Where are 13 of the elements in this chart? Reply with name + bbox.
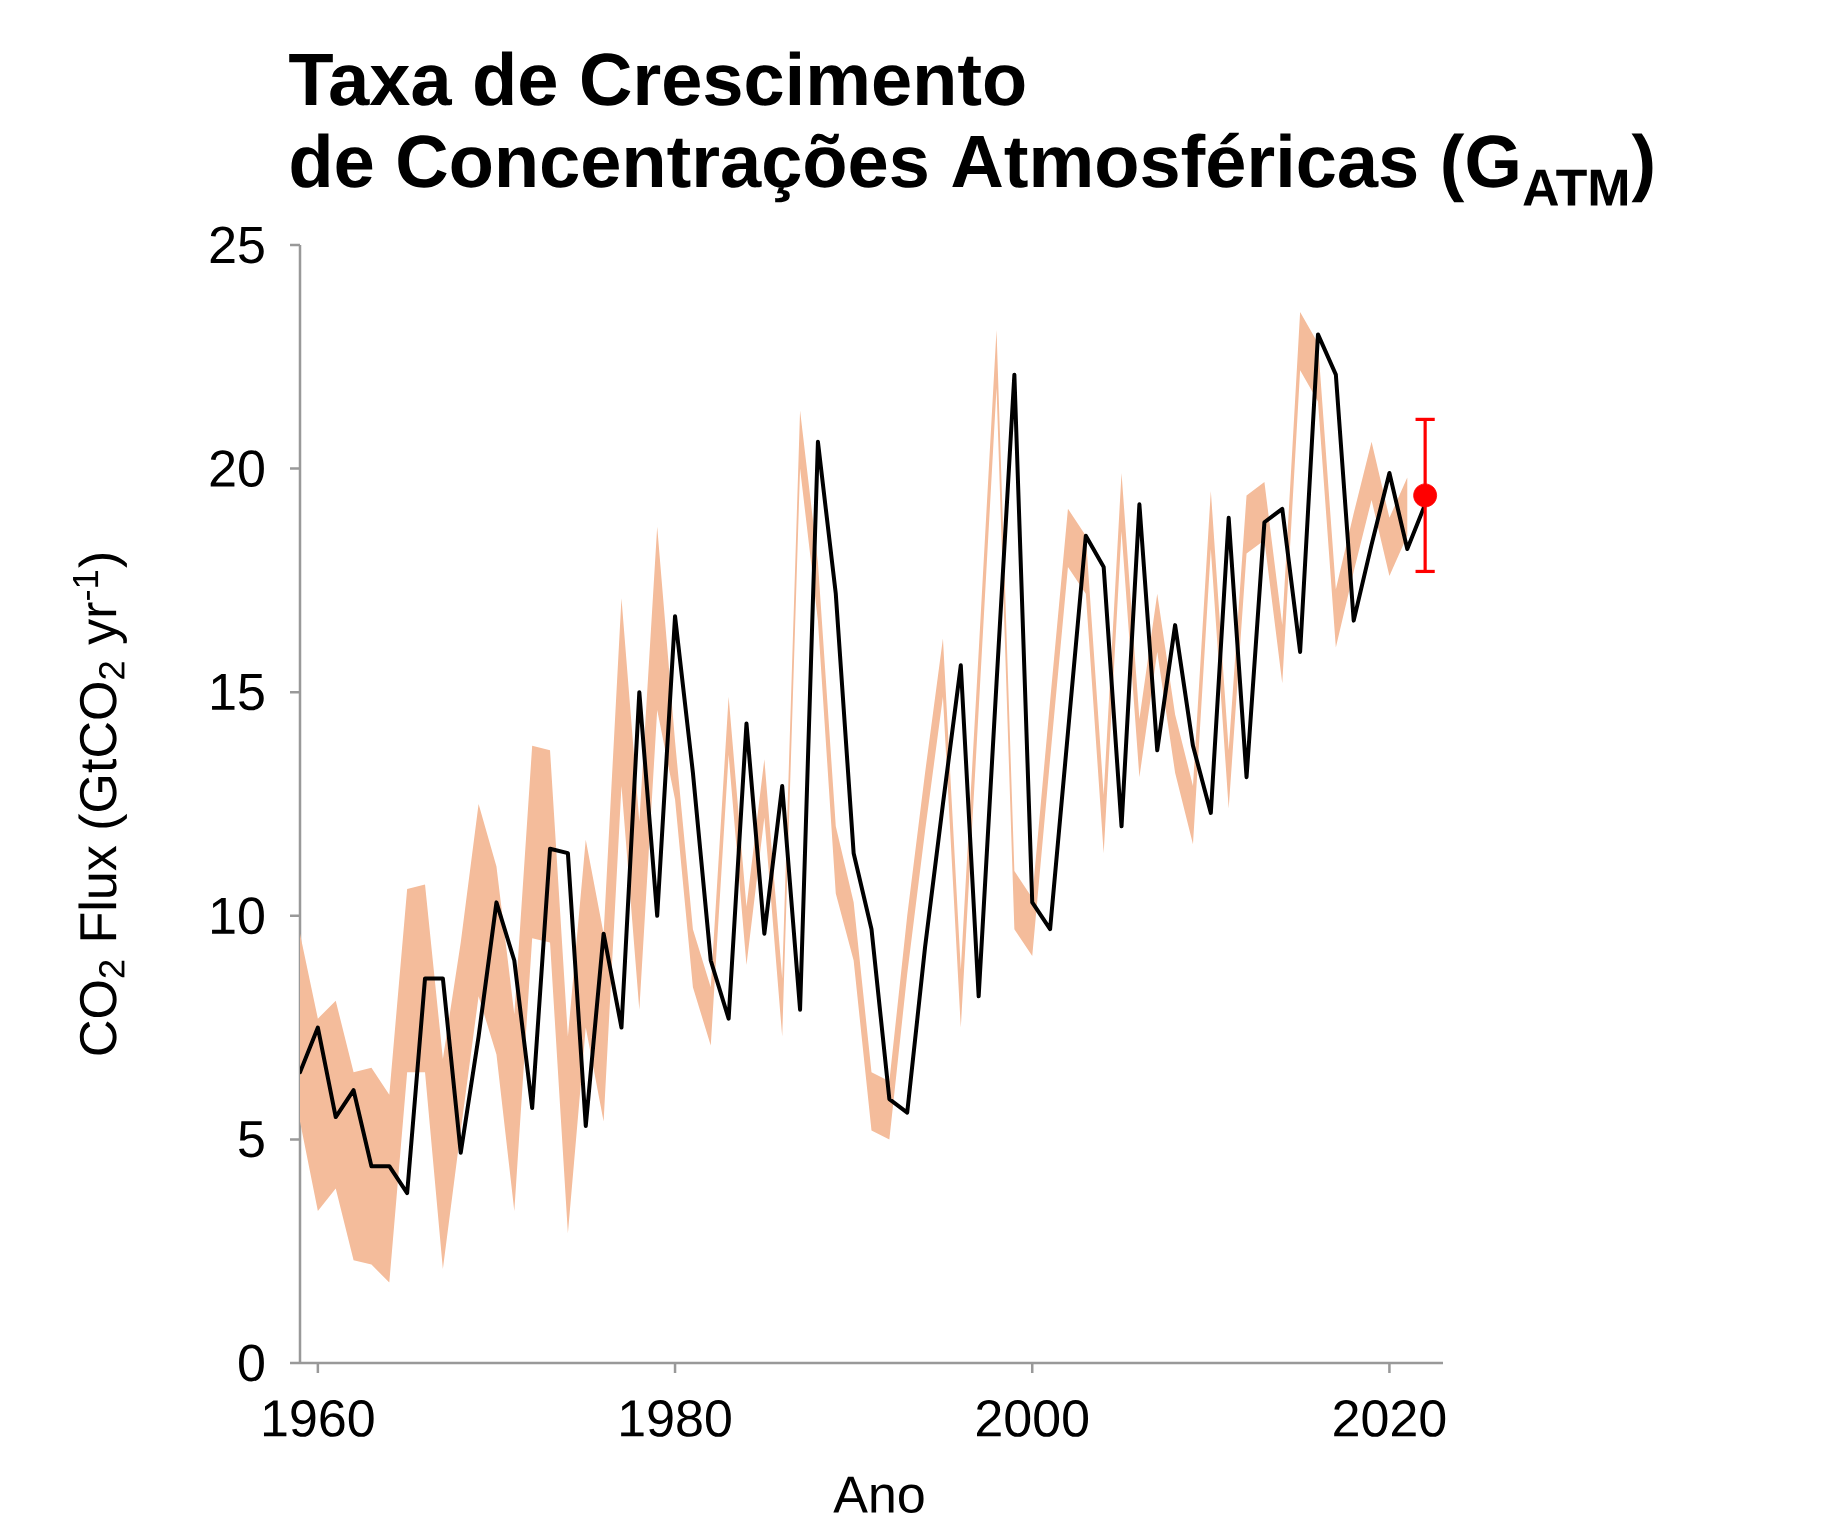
x-tick-label: 1960 bbox=[263, 1400, 374, 1437]
y-tick-label: 25 bbox=[210, 226, 264, 264]
y-tick-label: 10 bbox=[212, 897, 264, 935]
y-tick-label: 15 bbox=[212, 674, 264, 711]
x-axis-title: Ano bbox=[833, 1476, 924, 1514]
x-tick-label: 1980 bbox=[621, 1400, 731, 1437]
y-tick-label: 0 bbox=[239, 1344, 264, 1382]
x-tick-label: 2000 bbox=[977, 1400, 1089, 1437]
y-tick-label: 20 bbox=[210, 450, 264, 487]
y-tick-label: 5 bbox=[239, 1121, 264, 1158]
chart-title: Taxa de Crescimento de Concentrações Atmosféricas (G$_{ATM}$) bbox=[289, 51, 1653, 206]
y-axis-title: CO$_{2}$ Flux (GtCO$_{2}$ yr$^{-1}$) bbox=[73, 554, 127, 1055]
x-tick-label: 2020 bbox=[1334, 1400, 1446, 1437]
